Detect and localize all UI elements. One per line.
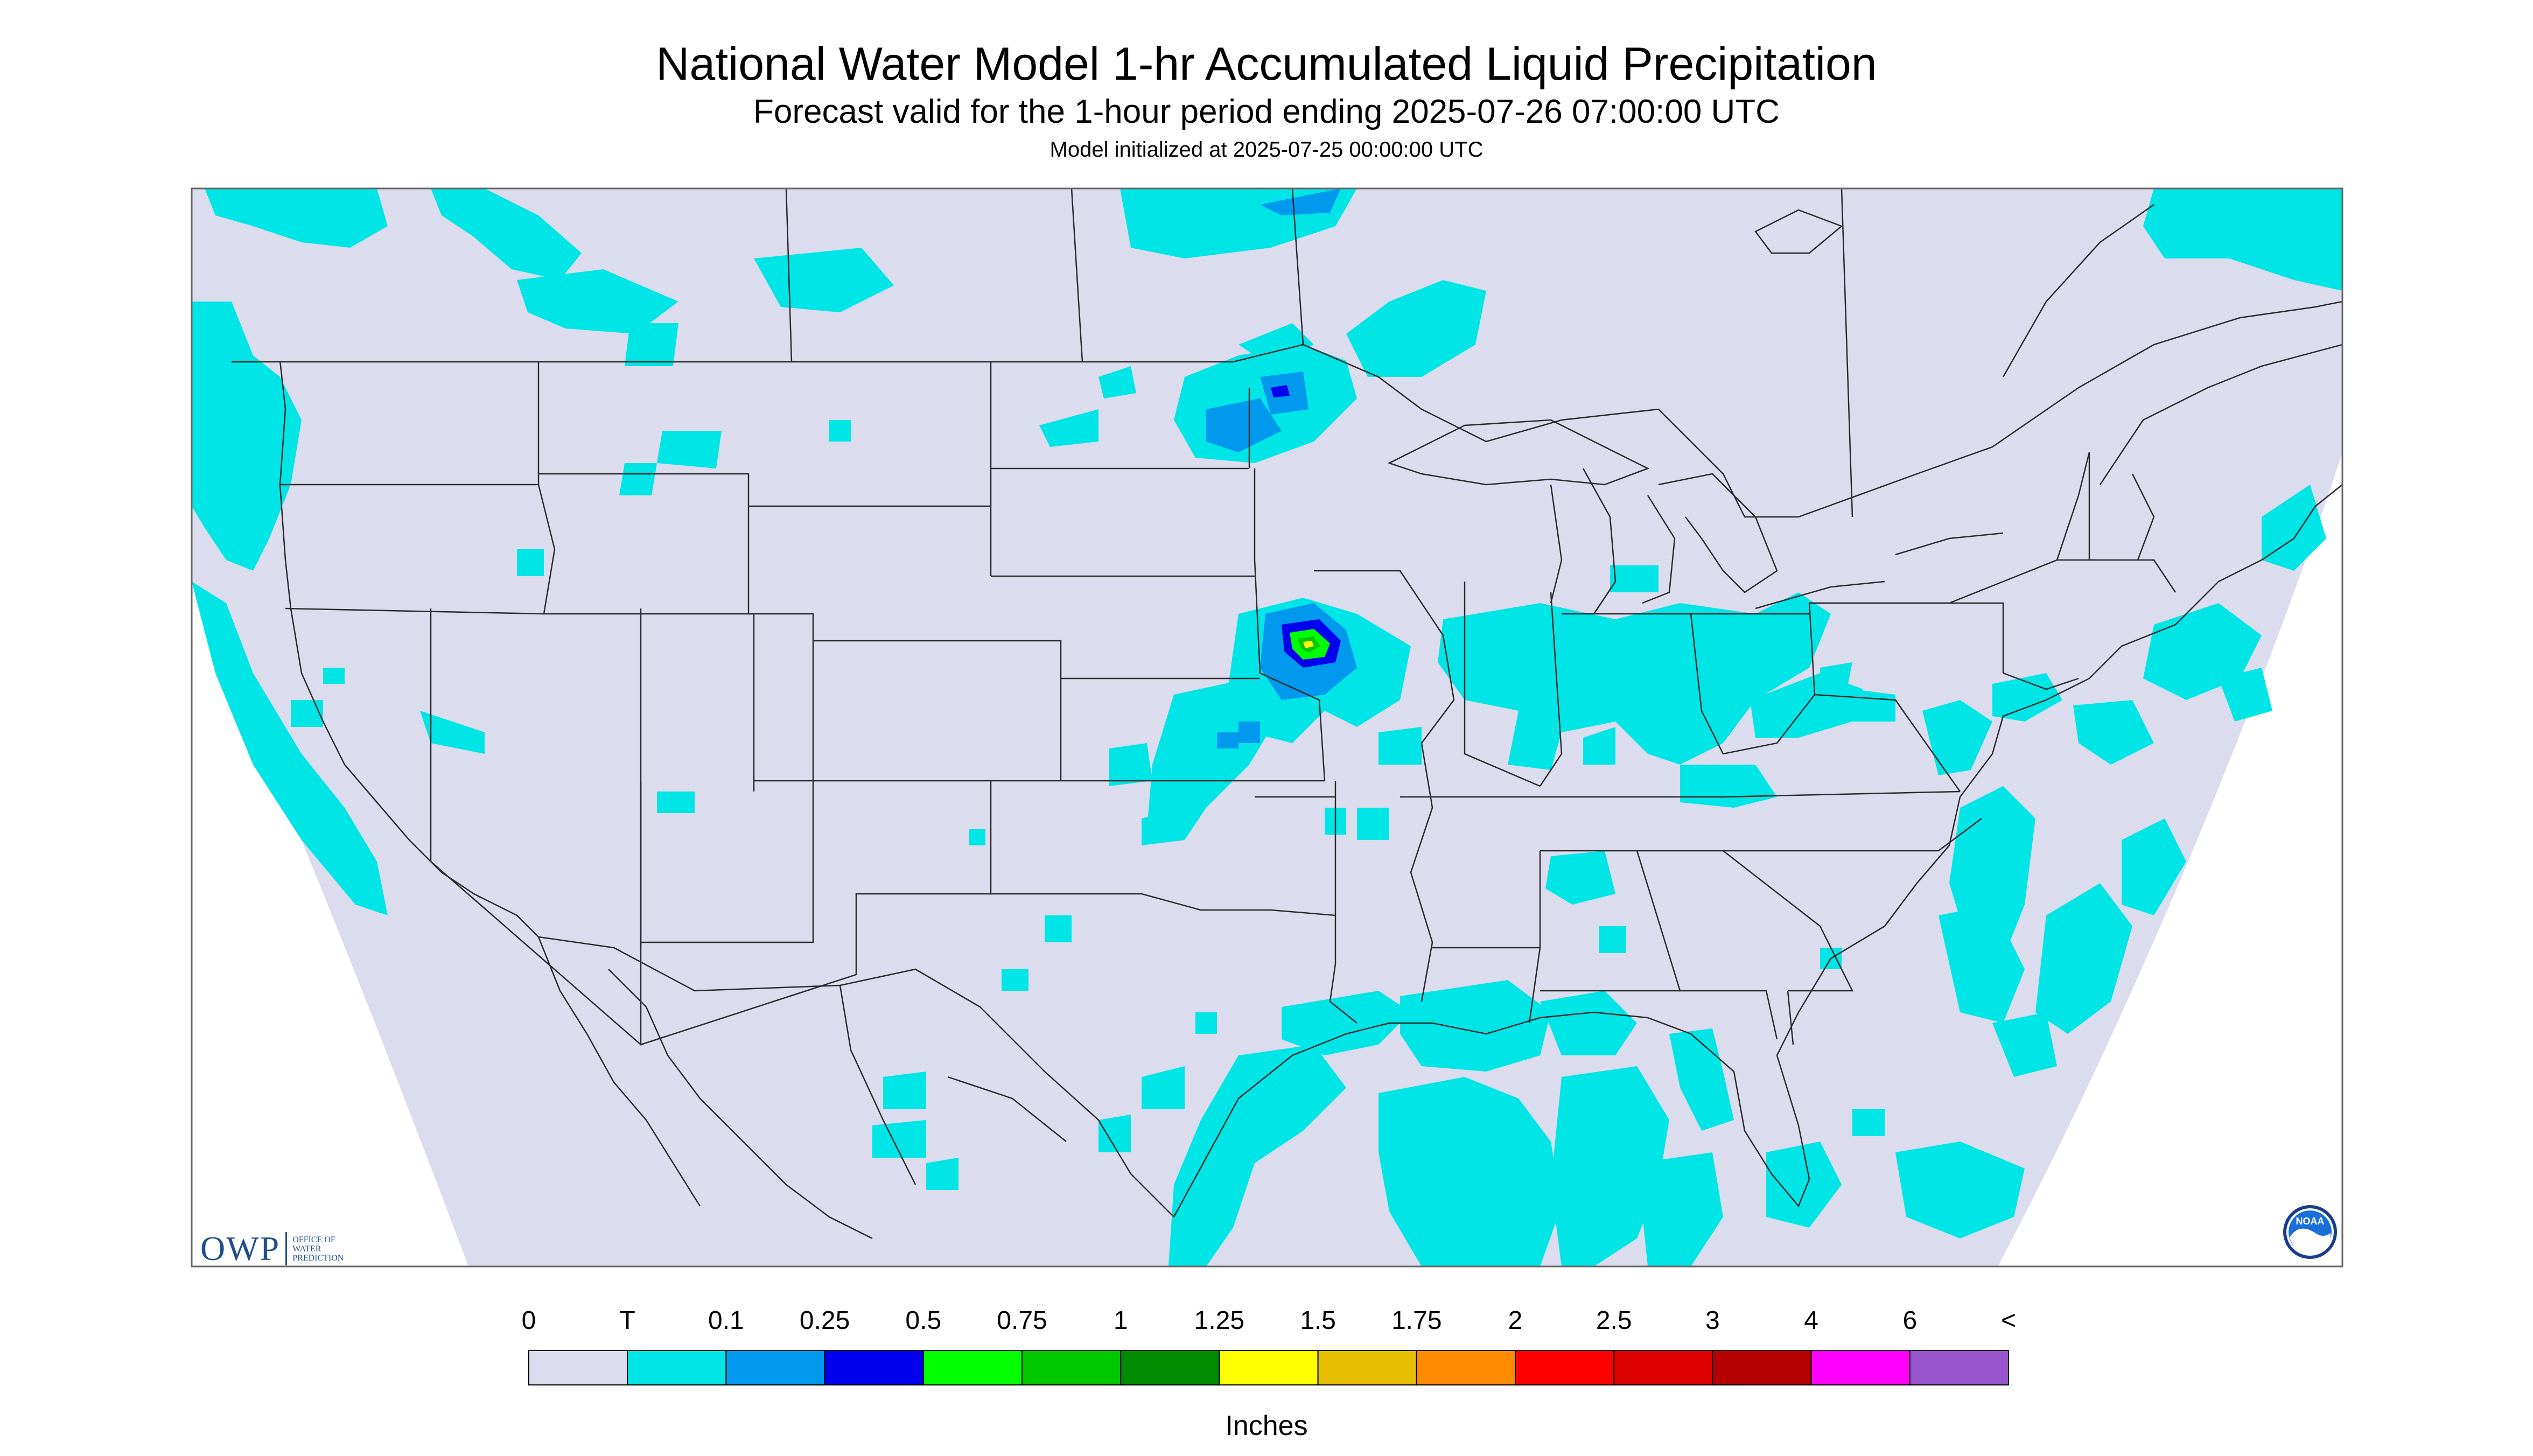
legend-swatch <box>1712 1350 1812 1385</box>
legend-swatch <box>528 1350 628 1385</box>
map-subtitle: Forecast valid for the 1-hour period end… <box>753 93 1780 130</box>
legend-swatch <box>1810 1350 1911 1385</box>
legend-swatch <box>1317 1350 1417 1385</box>
legend-swatch <box>922 1350 1023 1385</box>
legend-label: 1.25 <box>1194 1306 1245 1335</box>
legend-swatch <box>1219 1350 1319 1385</box>
legend-label: 4 <box>1804 1306 1818 1335</box>
legend-swatch <box>1416 1350 1516 1385</box>
legend-swatch <box>1909 1350 2010 1385</box>
owp-logo-letters: OWP <box>200 1229 281 1268</box>
legend-swatch <box>1515 1350 1615 1385</box>
legend-label: 1.75 <box>1391 1306 1442 1335</box>
legend-label: 0.1 <box>708 1306 744 1335</box>
model-init-line: Model initialized at 2025-07-25 00:00:00… <box>1049 138 1484 162</box>
owp-logo-line: PREDICTION <box>292 1253 344 1263</box>
legend-label: 0 <box>521 1306 536 1335</box>
legend-label: 3 <box>1705 1306 1720 1335</box>
legend-label: < <box>2000 1306 2017 1335</box>
owp-logo: OWP OFFICE OF WATER PREDICTION <box>200 1229 344 1269</box>
map-title: National Water Model 1-hr Accumulated Li… <box>656 38 1877 90</box>
legend-swatch <box>627 1350 727 1385</box>
legend-swatch <box>1120 1350 1220 1385</box>
legend-label: 0.25 <box>799 1306 850 1335</box>
owp-logo-divider <box>285 1232 288 1265</box>
legend-label: 2 <box>1508 1306 1523 1335</box>
political-boundaries <box>232 188 2342 1240</box>
legend-label: T <box>619 1306 635 1335</box>
legend-label: 1.5 <box>1300 1306 1336 1335</box>
legend-label: 0.75 <box>997 1306 1047 1335</box>
owp-logo-line: WATER <box>292 1244 321 1254</box>
noaa-logo-text: NOAA <box>2296 1216 2325 1227</box>
owp-logo-line: OFFICE OF <box>292 1235 335 1244</box>
legend-label: 2.5 <box>1596 1306 1632 1335</box>
noaa-logo-icon: NOAA <box>2283 1205 2337 1259</box>
legend-swatch <box>1613 1350 1713 1385</box>
legend-label: 0.5 <box>905 1306 942 1335</box>
legend-swatch <box>1021 1350 1122 1385</box>
map-border <box>191 187 2343 1268</box>
legend-swatch <box>725 1350 825 1385</box>
legend-label: 1 <box>1113 1306 1128 1335</box>
legend-swatch <box>824 1350 924 1385</box>
legend-units: Inches <box>1225 1410 1308 1441</box>
legend-label: 6 <box>1902 1306 1918 1335</box>
owp-logo-text: OFFICE OF WATER PREDICTION <box>292 1235 344 1263</box>
precip-heavy-areas <box>1290 629 1330 660</box>
legend-color-bar <box>528 1350 2010 1385</box>
